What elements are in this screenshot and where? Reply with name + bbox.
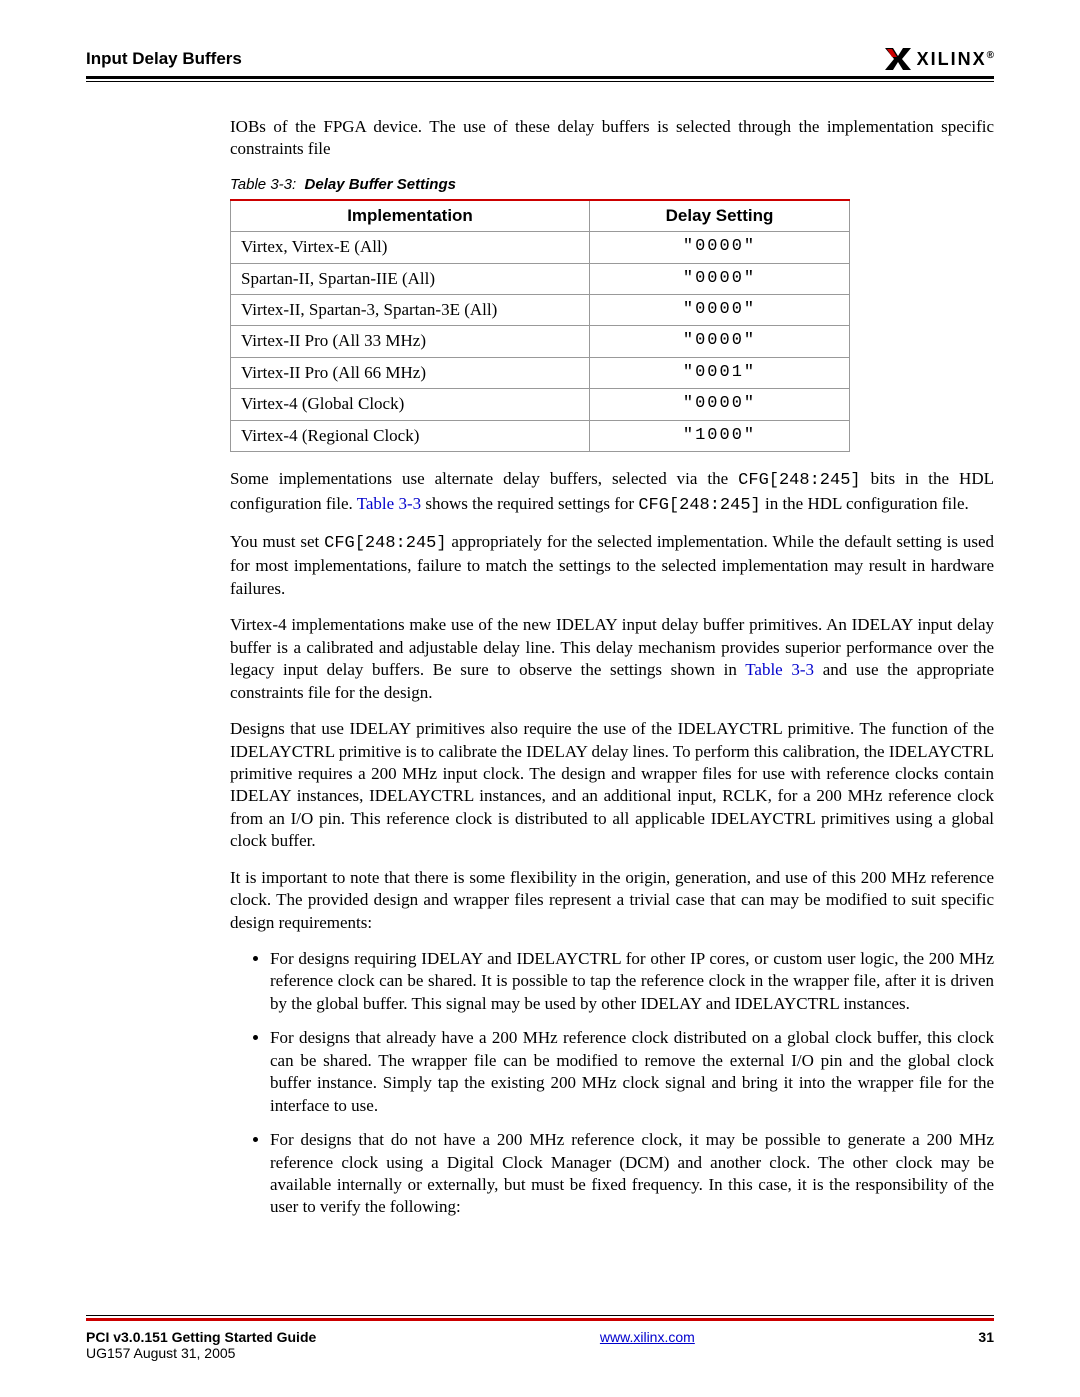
table-row: Virtex-II, Spartan-3, Spartan-3E (All)"0… xyxy=(231,294,850,325)
val-cell: "0001" xyxy=(590,357,850,388)
table-row: Virtex-4 (Regional Clock)"1000" xyxy=(231,420,850,451)
paragraph-5: Designs that use IDELAY primitives also … xyxy=(230,718,994,853)
link-table-3-3[interactable]: Table 3-3 xyxy=(357,494,421,513)
list-item: For designs requiring IDELAY and IDELAYC… xyxy=(270,948,994,1015)
impl-cell: Virtex-II, Spartan-3, Spartan-3E (All) xyxy=(231,294,590,325)
col-delay-setting: Delay Setting xyxy=(590,200,850,232)
footer-doc-sub: UG157 August 31, 2005 xyxy=(86,1345,316,1361)
table-row: Virtex-II Pro (All 33 MHz)"0000" xyxy=(231,326,850,357)
table-row: Virtex-II Pro (All 66 MHz)"0001" xyxy=(231,357,850,388)
footer-rule-thin xyxy=(86,1315,994,1316)
paragraph-2: Some implementations use alternate delay… xyxy=(230,468,994,517)
code-cfg: CFG[248:245] xyxy=(638,496,760,515)
val-cell: "1000" xyxy=(590,420,850,451)
bullet-list: For designs requiring IDELAY and IDELAYC… xyxy=(230,948,994,1219)
page-header: Input Delay Buffers XILINX® xyxy=(86,48,994,70)
delay-buffer-table: Implementation Delay Setting Virtex, Vir… xyxy=(230,199,850,453)
col-implementation: Implementation xyxy=(231,200,590,232)
paragraph-4: Virtex-4 implementations make use of the… xyxy=(230,614,994,704)
brand-reg: ® xyxy=(987,50,994,61)
val-cell: "0000" xyxy=(590,232,850,263)
val-cell: "0000" xyxy=(590,389,850,420)
main-content: IOBs of the FPGA device. The use of thes… xyxy=(230,116,994,1219)
impl-cell: Virtex-4 (Regional Clock) xyxy=(231,420,590,451)
code-cfg: CFG[248:245] xyxy=(738,471,860,490)
table-row: Virtex, Virtex-E (All)"0000" xyxy=(231,232,850,263)
paragraph-6: It is important to note that there is so… xyxy=(230,867,994,934)
link-table-3-3[interactable]: Table 3-3 xyxy=(745,660,814,679)
impl-cell: Virtex-II Pro (All 66 MHz) xyxy=(231,357,590,388)
brand-text: XILINX xyxy=(917,49,987,69)
table-header-row: Implementation Delay Setting xyxy=(231,200,850,232)
impl-cell: Virtex-II Pro (All 33 MHz) xyxy=(231,326,590,357)
table-row: Virtex-4 (Global Clock)"0000" xyxy=(231,389,850,420)
paragraph-3: You must set CFG[248:245] appropriately … xyxy=(230,531,994,600)
header-rule-thin xyxy=(86,81,994,82)
impl-cell: Virtex-4 (Global Clock) xyxy=(231,389,590,420)
page-footer: PCI v3.0.151 Getting Started Guide UG157… xyxy=(86,1315,994,1361)
impl-cell: Spartan-II, Spartan-IIE (All) xyxy=(231,263,590,294)
table-caption-title: Delay Buffer Settings xyxy=(305,176,456,193)
footer-url-wrap: www.xilinx.com xyxy=(600,1329,695,1361)
val-cell: "0000" xyxy=(590,326,850,357)
table-caption-prefix: Table 3-3: xyxy=(230,176,296,193)
intro-paragraph: IOBs of the FPGA device. The use of thes… xyxy=(230,116,994,161)
val-cell: "0000" xyxy=(590,294,850,325)
brand-logo: XILINX® xyxy=(885,48,994,70)
footer-rule-accent xyxy=(86,1318,994,1321)
footer-page-number: 31 xyxy=(978,1329,994,1361)
header-rule-thick xyxy=(86,76,994,79)
footer-doc-info: PCI v3.0.151 Getting Started Guide UG157… xyxy=(86,1329,316,1361)
table-caption: Table 3-3: Delay Buffer Settings xyxy=(230,175,994,195)
list-item: For designs that already have a 200 MHz … xyxy=(270,1027,994,1117)
val-cell: "0000" xyxy=(590,263,850,294)
footer-url-link[interactable]: www.xilinx.com xyxy=(600,1329,695,1345)
table-row: Spartan-II, Spartan-IIE (All)"0000" xyxy=(231,263,850,294)
impl-cell: Virtex, Virtex-E (All) xyxy=(231,232,590,263)
code-cfg: CFG[248:245] xyxy=(324,534,446,553)
list-item: For designs that do not have a 200 MHz r… xyxy=(270,1129,994,1219)
footer-doc-title: PCI v3.0.151 Getting Started Guide xyxy=(86,1329,316,1345)
header-title: Input Delay Buffers xyxy=(86,49,242,69)
xilinx-x-icon xyxy=(885,48,911,70)
